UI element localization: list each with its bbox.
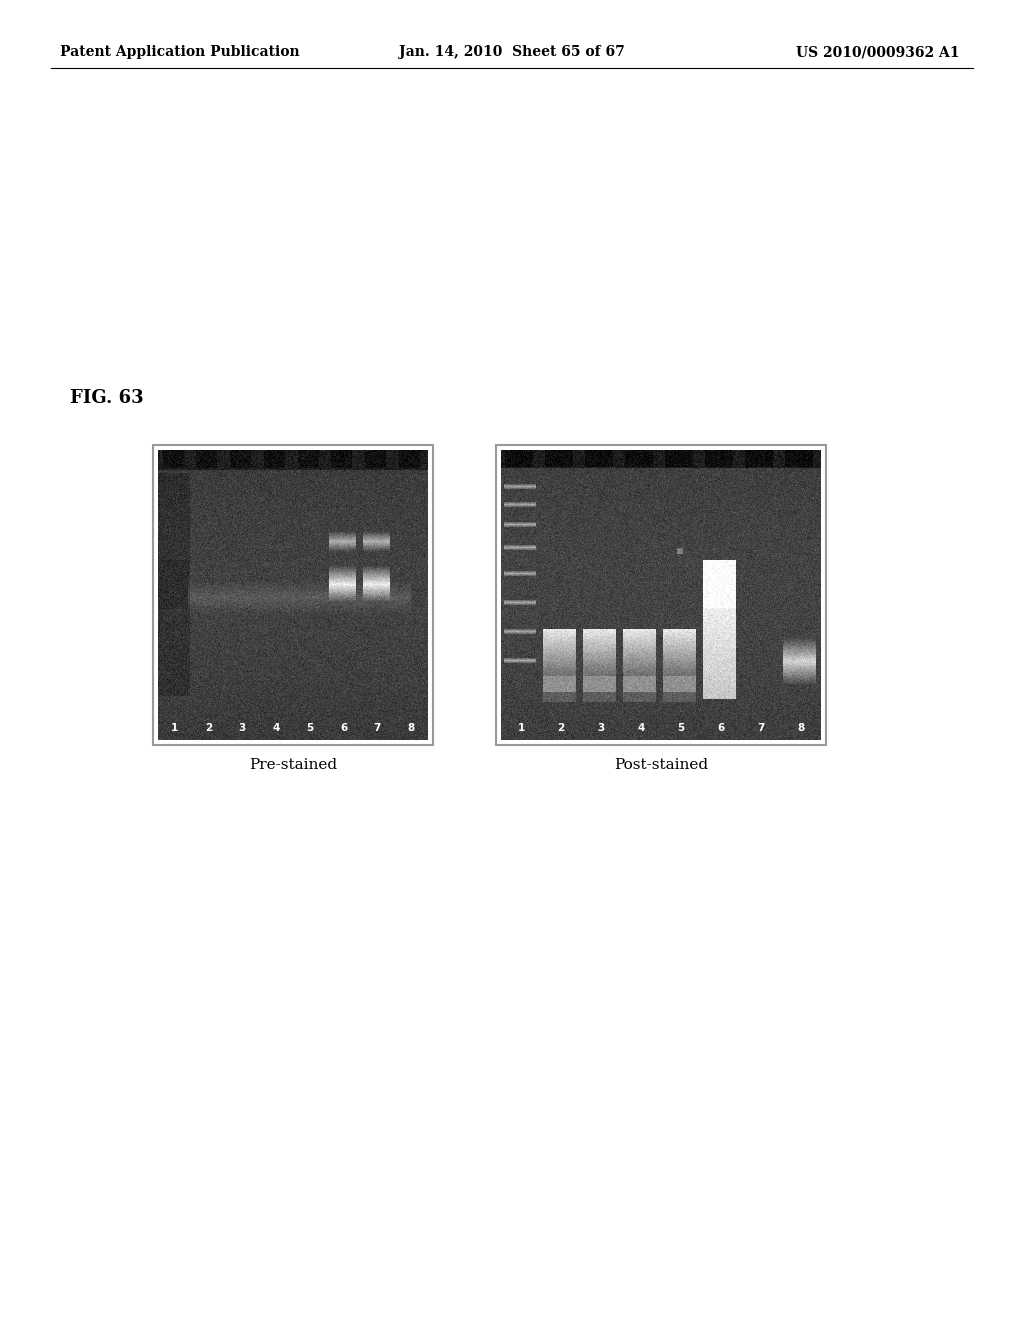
Text: 3: 3 [597,723,604,733]
Text: Jan. 14, 2010  Sheet 65 of 67: Jan. 14, 2010 Sheet 65 of 67 [399,45,625,59]
Text: Pre-stained: Pre-stained [249,758,337,772]
Text: 6: 6 [718,723,725,733]
Text: 4: 4 [637,723,645,733]
Text: 3: 3 [239,723,246,733]
Text: 6: 6 [340,723,347,733]
Text: 2: 2 [557,723,564,733]
Text: 1: 1 [171,723,178,733]
Text: 1: 1 [517,723,524,733]
Text: 7: 7 [374,723,381,733]
Text: 5: 5 [306,723,313,733]
Text: 8: 8 [798,723,805,733]
Text: US 2010/0009362 A1: US 2010/0009362 A1 [797,45,961,59]
Text: 8: 8 [408,723,415,733]
Text: FIG. 63: FIG. 63 [70,389,143,408]
Text: 7: 7 [758,723,765,733]
Text: Post-stained: Post-stained [614,758,708,772]
Text: 2: 2 [205,723,212,733]
Text: Patent Application Publication: Patent Application Publication [60,45,300,59]
Text: 5: 5 [677,723,685,733]
Text: 4: 4 [272,723,280,733]
